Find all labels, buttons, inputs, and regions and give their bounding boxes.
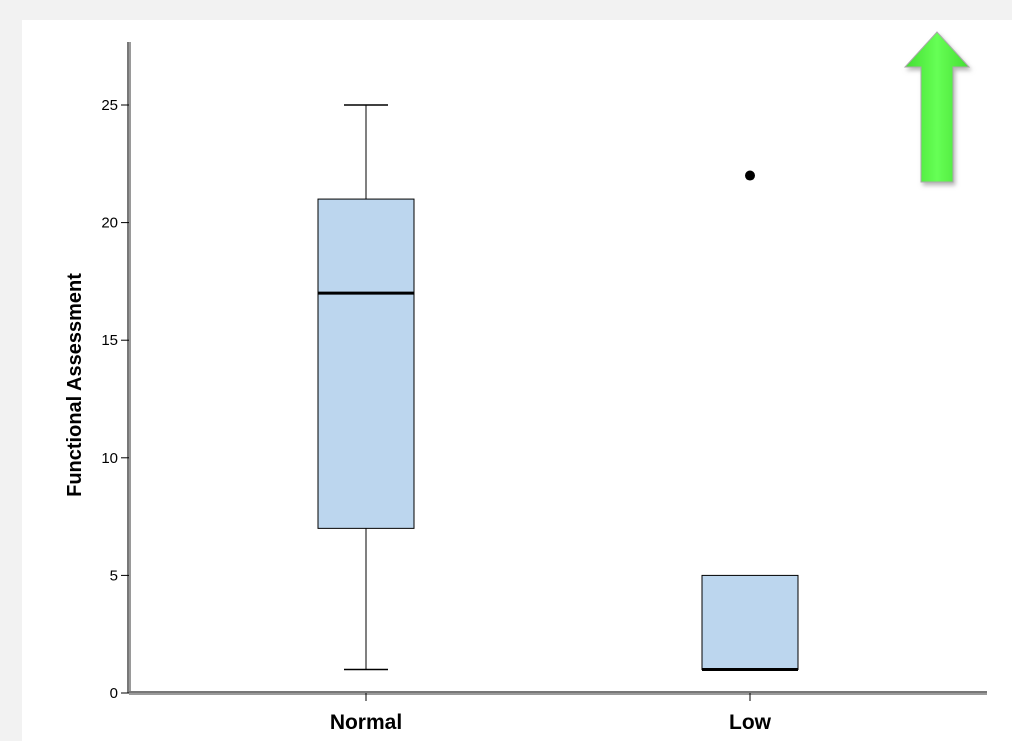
y-tick-label: 10 <box>101 450 118 467</box>
y-tick-label: 5 <box>110 567 118 584</box>
box-plot: 0 5 10 15 20 25 Functional Assessment Normal Low <box>64 31 987 734</box>
y-tick-label: 20 <box>101 215 118 232</box>
y-axis-title: Functional Assessment <box>64 273 86 497</box>
box-normal <box>317 104 415 671</box>
chart-panel: 0 5 10 15 20 25 Functional Assessment Normal Low <box>22 20 1012 741</box>
outlier-point <box>745 170 755 181</box>
iqr-box <box>701 574 799 670</box>
box-low <box>701 170 799 671</box>
x-tick-label: Normal <box>330 711 402 734</box>
up-arrow-icon <box>903 31 971 183</box>
y-tick-label: 0 <box>110 685 118 702</box>
y-tick-label: 15 <box>101 332 118 349</box>
x-tick-label: Low <box>729 711 772 734</box>
y-tick-label: 25 <box>101 97 118 114</box>
iqr-box <box>317 198 415 529</box>
